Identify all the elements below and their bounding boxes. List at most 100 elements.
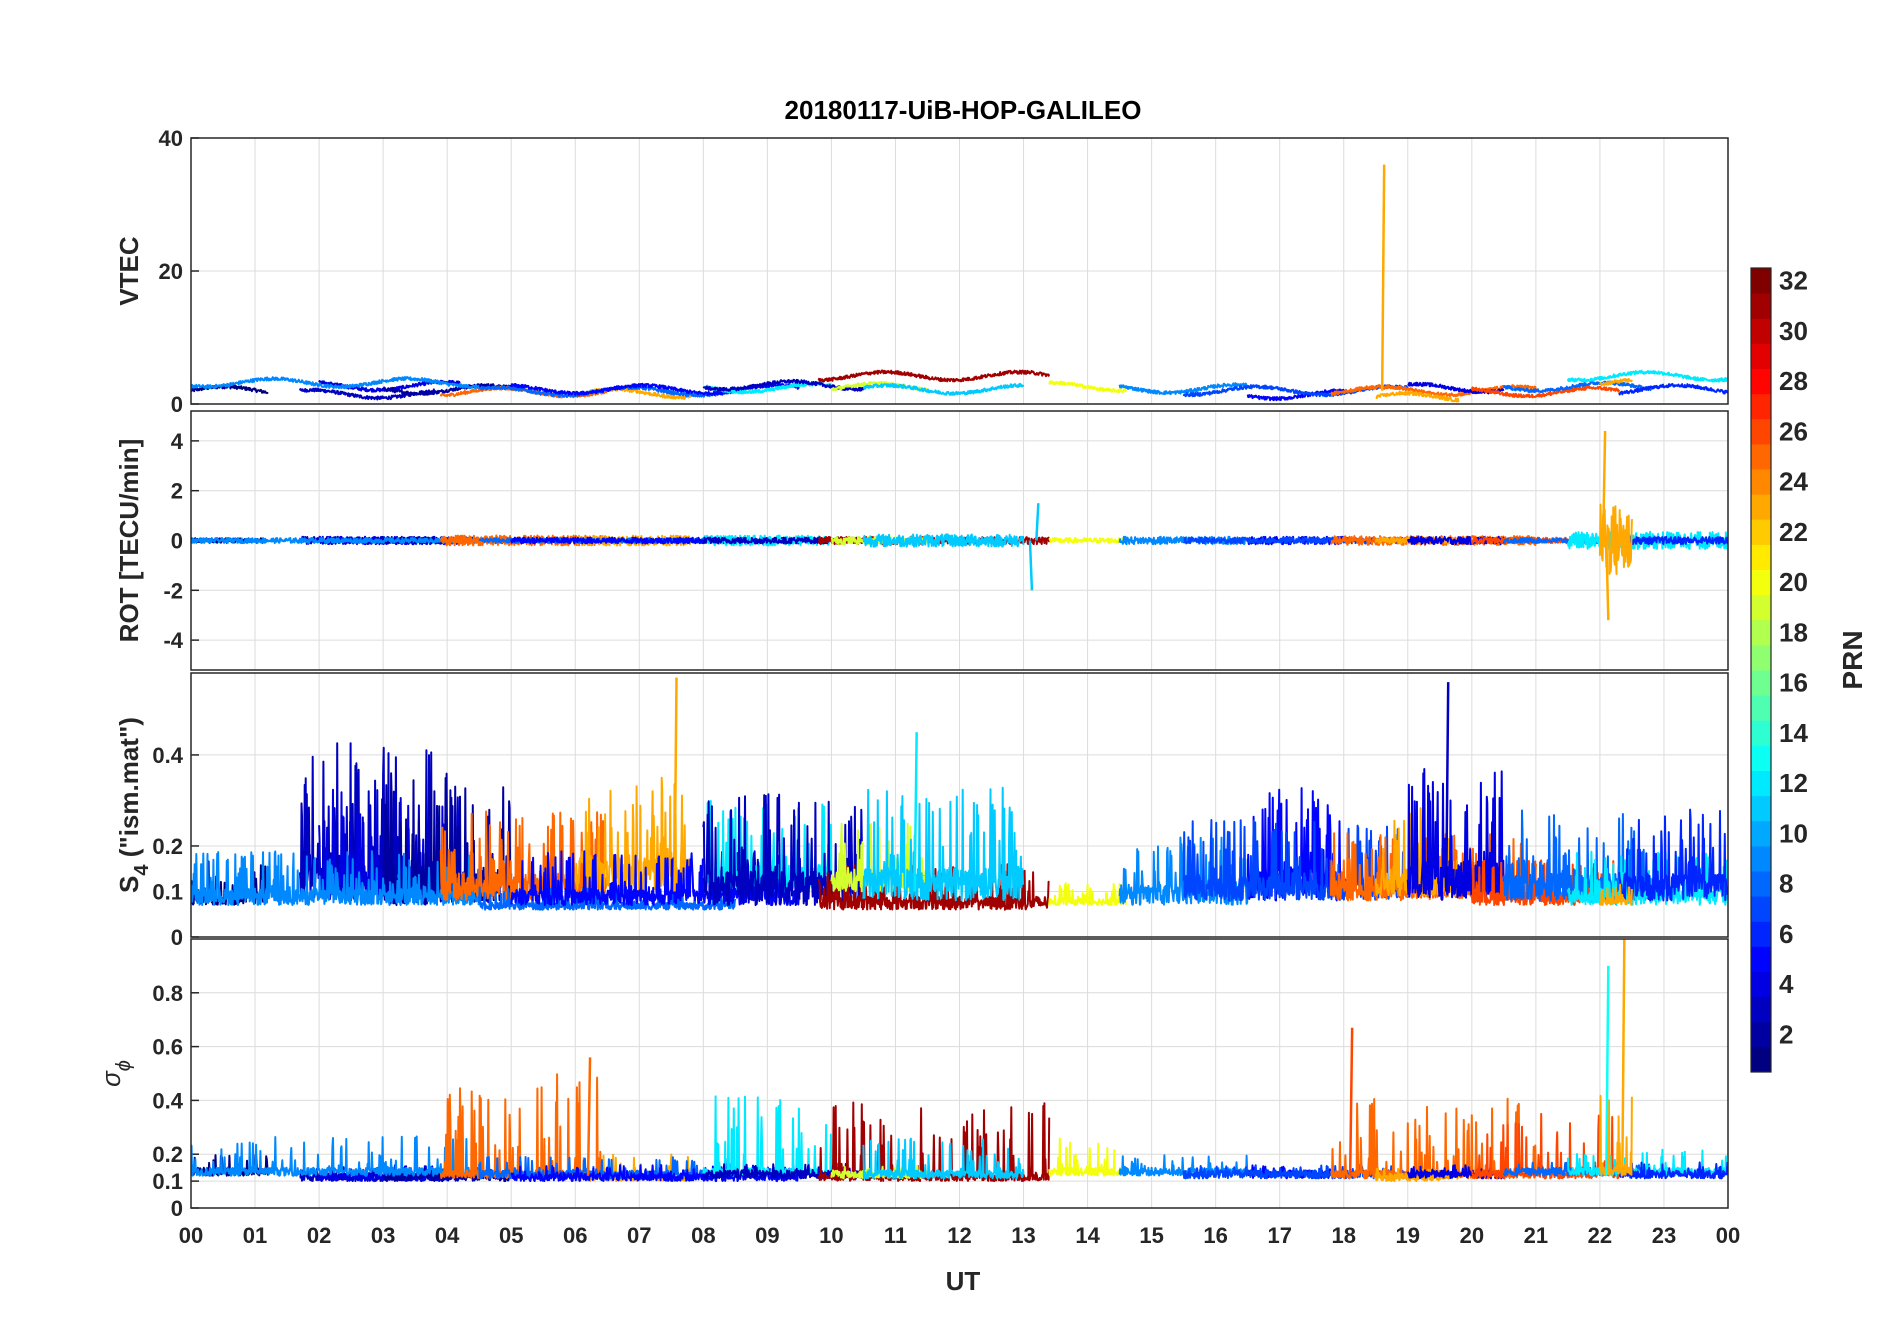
colorbar-step: [1751, 871, 1771, 897]
series-prn-20-rot: [1048, 537, 1127, 544]
panel-sigma-ytick-label: 0.6: [152, 1035, 183, 1060]
colorbar-tick-label: 32: [1779, 266, 1808, 296]
colorbar-frame: [1750, 267, 1772, 1073]
x-tick-label: 10: [819, 1223, 843, 1248]
spike-prn-23-sigma: [1621, 939, 1626, 1176]
colorbar-tick-label: 26: [1779, 416, 1808, 446]
panel-sigma-ytick-label: 0.8: [152, 981, 183, 1006]
series-prn-5-vtec: [510, 382, 800, 396]
panel-rot-ytick-label: -2: [163, 578, 183, 603]
panel-sigma: 00.10.2 0.4 0.6 0.8 σϕ: [96, 938, 1729, 1221]
x-tick-label: 07: [627, 1223, 651, 1248]
x-tick-label: 04: [435, 1223, 460, 1248]
series-prn-26-vtec: [1470, 385, 1621, 399]
x-tick-label: 06: [563, 1223, 587, 1248]
colorbar-step: [1751, 418, 1771, 445]
colorbar-step: [1751, 443, 1771, 470]
colorbar-step: [1751, 971, 1771, 998]
spike-prn-13-sigma: [1605, 965, 1610, 1176]
series-prn-8-vtec: [1502, 380, 1652, 394]
colorbar-step: [1751, 695, 1771, 721]
x-tick-label: 20: [1460, 1223, 1484, 1248]
panel-rot-ytick-label: 2: [171, 479, 183, 504]
series-prn-23-vtec: [1375, 390, 1460, 403]
colorbar-tick-label: 30: [1779, 316, 1808, 346]
x-tick-label: 00: [1716, 1223, 1740, 1248]
colorbar-step: [1751, 343, 1771, 369]
panel-sigma-ytick-label: 0.2: [152, 1142, 183, 1167]
x-tick-label: 21: [1524, 1223, 1548, 1248]
colorbar-tick-label: 16: [1779, 668, 1808, 698]
x-tick-label: 09: [755, 1223, 779, 1248]
panel-vtec: 0 20 40 VTEC: [114, 126, 1729, 417]
colorbar-step: [1751, 996, 1771, 1023]
panel-s4-ylabel: S4 ("ism.mat"): [114, 717, 153, 893]
series-prn-11-sigma: [862, 1137, 1025, 1180]
series-prn-9-s4: [191, 850, 481, 906]
colorbar-step: [1751, 268, 1771, 294]
colorbar-step: [1751, 845, 1771, 872]
x-tick-label: 01: [243, 1223, 267, 1248]
x-tick-label: 14: [1075, 1223, 1100, 1248]
colorbar-step: [1751, 368, 1771, 395]
panel-sigma-ylabel: σϕ: [96, 1060, 135, 1087]
colorbar-tick-label: 18: [1779, 617, 1808, 647]
panel-sigma-ytick-label: 0.4: [152, 1088, 183, 1113]
series-prn-6-sigma: [1618, 1161, 1728, 1180]
panel-rot-ytick-label: 4: [171, 429, 184, 454]
colorbar-tick-label: 12: [1779, 768, 1808, 798]
panel-rot-frame: [190, 410, 1729, 671]
colorbar-step: [1751, 921, 1771, 947]
panel-s4: 0 0.1 0.2 0.4S4 ("ism.mat"): [114, 672, 1729, 950]
panel-rot: -4 -2 0 2 4 ROT [TECU/min]: [114, 410, 1729, 671]
panel-s4-ytick-label: 0.4: [152, 743, 183, 768]
panel-s4-ytick-label: 0.2: [152, 834, 183, 859]
panel-s4-ytick-label: 0: [171, 925, 183, 950]
colorbar-step: [1751, 469, 1771, 495]
colorbar-step: [1751, 820, 1771, 847]
panel-rot-series-group: [191, 430, 1728, 621]
panel-sigma-series-group: [191, 939, 1728, 1183]
series-prn-11-vtec: [863, 382, 1025, 396]
colorbar-tick-label: 14: [1779, 718, 1808, 748]
series-prn-12-vtec: [1566, 369, 1728, 383]
x-tick-label: 02: [307, 1223, 331, 1248]
chart-title: 20180117-UiB-HOP-GALILEO: [785, 95, 1142, 125]
x-tick-label: 00: [179, 1223, 203, 1248]
colorbar-step: [1751, 946, 1771, 972]
colorbar-tick-label: 8: [1779, 869, 1793, 899]
colorbar-step: [1751, 393, 1771, 420]
panel-vtec-frame: [190, 137, 1729, 405]
series-prn-25-rot: [1330, 535, 1537, 546]
colorbar-step: [1751, 644, 1771, 671]
series-prn-20-vtec: [1048, 380, 1127, 394]
colorbar-step: [1751, 670, 1771, 696]
x-tick-label: 03: [371, 1223, 395, 1248]
spike-prn-23-rot: [1601, 430, 1607, 541]
panel-rot-ytick-label: -4: [163, 628, 183, 653]
series-prn-9-rot: [191, 537, 481, 544]
panel-s4-series-group: [191, 677, 1728, 911]
colorbar-step: [1751, 293, 1771, 319]
series-prn-23-sigma: [1374, 1167, 1460, 1183]
series-prn-4-vtec: [1407, 381, 1505, 395]
colorbar-step: [1751, 318, 1771, 344]
series-prn-7-rot: [1182, 536, 1409, 545]
series-prn-31-vtec: [817, 369, 1051, 383]
x-tick-labels: 00 01 02 03 04 05 06 07 08 09 10 11 12 13 14 15 16 17 18 19…: [179, 1223, 1740, 1248]
x-tick-label: 08: [691, 1223, 715, 1248]
series-prn-6-vtec: [1618, 383, 1728, 396]
x-tick-label: 18: [1332, 1223, 1356, 1248]
x-axis-label: UT: [946, 1266, 981, 1296]
colorbar-tick-label: 10: [1779, 818, 1808, 848]
colorbar-tick-label: 6: [1779, 919, 1793, 949]
x-tick-label: 19: [1396, 1223, 1420, 1248]
panel-sigma-frame: [190, 938, 1729, 1209]
x-tick-label: 23: [1652, 1223, 1676, 1248]
series-prn-12-rot: [1566, 530, 1728, 551]
x-tick-label: 11: [884, 1223, 907, 1248]
panel-s4-frame: [190, 672, 1729, 938]
series-prn-9-vtec: [191, 376, 480, 390]
